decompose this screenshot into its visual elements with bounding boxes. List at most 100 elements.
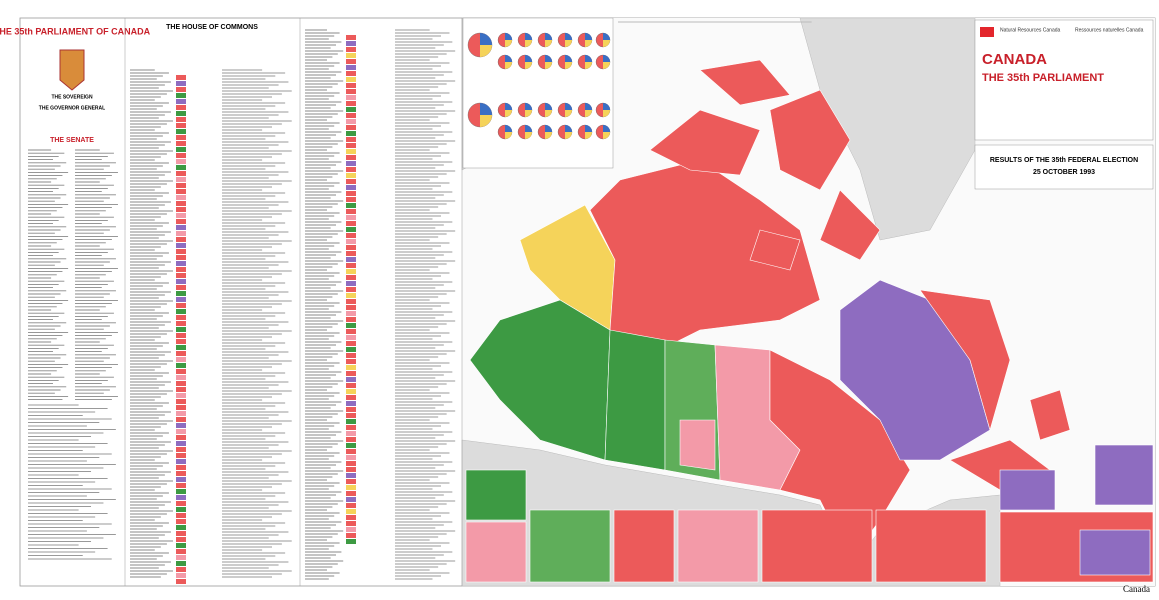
flag-icon [980,27,994,37]
party-swatch [346,389,356,394]
party-swatch [176,321,186,326]
party-swatch [346,365,356,370]
party-swatch [176,579,186,584]
pie-slice [603,33,610,40]
party-swatch [346,269,356,274]
party-swatch [346,65,356,70]
pie-charts [467,32,611,140]
electoral-map [469,59,1071,561]
party-swatch [176,513,186,518]
party-swatch [346,383,356,388]
senate: THE SENATE [50,137,94,144]
pie-slice [585,55,592,62]
party-swatch [176,489,186,494]
party-swatch [346,239,356,244]
pie-slice [585,33,592,40]
agency-fr: Ressources naturelles Canada [1075,27,1144,33]
party-swatch [346,377,356,382]
party-swatch [346,485,356,490]
party-swatch [176,471,186,476]
table-text [28,21,812,584]
party-swatch [176,519,186,524]
results-line2: 25 OCTOBER 1993 [1033,169,1095,176]
party-swatch [346,281,356,286]
party-swatch [176,147,186,152]
pie-slice [565,110,572,117]
pie-slice [585,110,592,117]
party-swatch [346,347,356,352]
party-swatch [346,275,356,280]
pie-slice [480,115,492,127]
party-swatch [176,447,186,452]
party-swatch [176,309,186,314]
party-swatch [346,41,356,46]
party-swatch [346,245,356,250]
party-swatch [346,299,356,304]
party-swatch [346,455,356,460]
party-swatch [176,543,186,548]
pie-slice [545,33,552,40]
party-swatch [346,143,356,148]
pie-slice [505,33,512,40]
party-swatch [346,359,356,364]
party-swatch [346,221,356,226]
parliament-title: THE 35th PARLIAMENT OF CANADA [0,26,151,36]
party-swatch [176,435,186,440]
party-swatch [346,101,356,106]
inset [677,509,759,583]
party-swatch [176,477,186,482]
party-swatch [176,387,186,392]
party-swatch [346,149,356,154]
results-box [974,144,1154,190]
party-swatch [346,155,356,160]
party-swatch [346,119,356,124]
party-swatch [176,165,186,170]
party-swatch [176,351,186,356]
party-swatch [176,525,186,530]
pie-slice [603,110,610,117]
party-swatch [176,375,186,380]
pie-slice [585,62,592,69]
pie-slice [545,125,552,132]
inset [529,509,611,583]
party-swatch [176,429,186,434]
pie-slice [585,40,592,47]
arctic-islands [649,59,881,271]
pie-slice [585,132,592,139]
party-swatch [346,197,356,202]
party-swatch [176,267,186,272]
inset [465,469,527,521]
party-swatch [346,431,356,436]
party-swatch [176,111,186,116]
wordmark: Canada [1123,584,1150,594]
party-swatch [176,297,186,302]
party-swatch [176,213,186,218]
party-swatch [176,339,186,344]
party-swatch [346,95,356,100]
party-swatch [176,465,186,470]
party-swatch [176,561,186,566]
party-swatch [346,395,356,400]
party-swatch [176,171,186,176]
header-box [974,19,1154,141]
party-swatch [176,201,186,206]
inset [465,521,527,583]
party-swatch [176,261,186,266]
pie-slice [525,55,532,62]
party-swatch [176,273,186,278]
party-swatch [176,441,186,446]
party-swatch [346,317,356,322]
party-swatch [176,483,186,488]
party-swatch [176,279,186,284]
party-swatch [176,459,186,464]
party-swatch [176,399,186,404]
inset [999,469,1056,511]
party-swatch [346,71,356,76]
party-swatch [346,53,356,58]
party-swatch [176,105,186,110]
party-swatch [346,479,356,484]
party-swatch [346,329,356,334]
pie-slice [585,103,592,110]
party-swatch [346,233,356,238]
